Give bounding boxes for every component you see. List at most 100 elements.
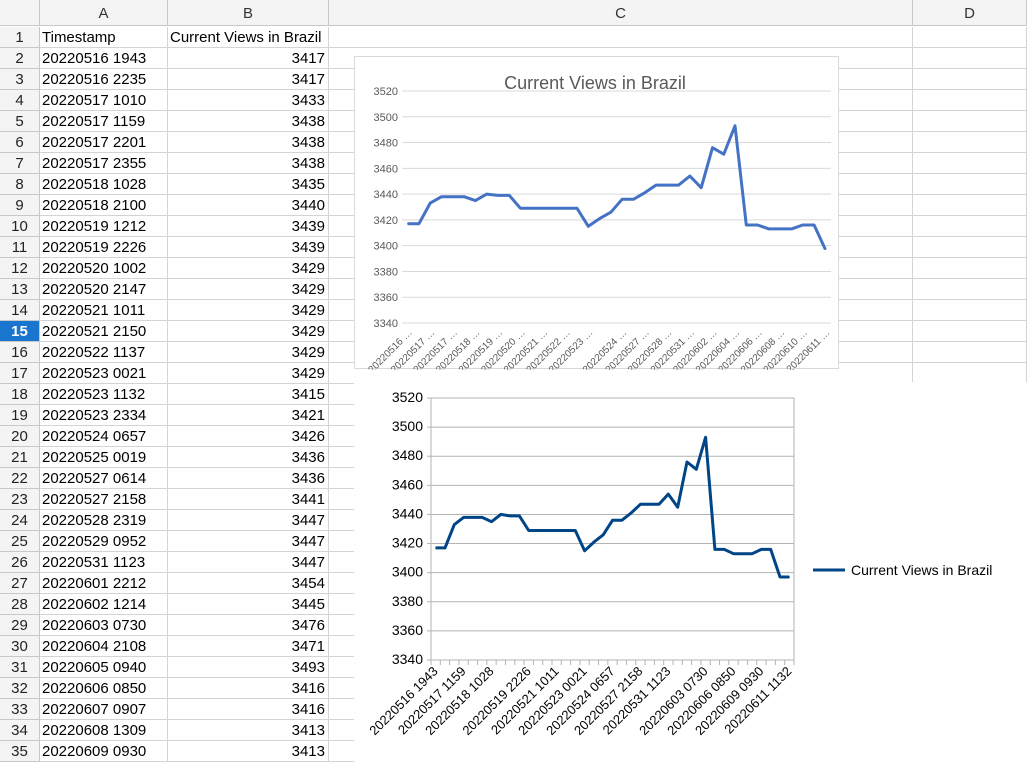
cell-b[interactable]: 3416 (168, 699, 329, 720)
cell-d[interactable] (913, 69, 1027, 90)
row-header[interactable]: 10 (0, 216, 40, 237)
cell-b[interactable]: 3435 (168, 174, 329, 195)
cell-a[interactable]: 20220516 1943 (40, 48, 168, 69)
cell-b[interactable]: 3493 (168, 657, 329, 678)
cell-a[interactable]: 20220521 1011 (40, 300, 168, 321)
row-header[interactable]: 16 (0, 342, 40, 363)
column-header-a[interactable]: A (40, 0, 168, 26)
row-header[interactable]: 32 (0, 678, 40, 699)
row-header[interactable]: 6 (0, 132, 40, 153)
cell-b[interactable]: 3440 (168, 195, 329, 216)
cell-d[interactable] (913, 132, 1027, 153)
cell-b[interactable]: 3439 (168, 237, 329, 258)
cell-a[interactable]: 20220516 2235 (40, 69, 168, 90)
cell-d[interactable] (913, 279, 1027, 300)
row-header[interactable]: 18 (0, 384, 40, 405)
cell-b[interactable]: 3447 (168, 531, 329, 552)
row-header[interactable]: 30 (0, 636, 40, 657)
cell-a[interactable]: 20220525 0019 (40, 447, 168, 468)
cell-d[interactable] (913, 321, 1027, 342)
row-header[interactable]: 28 (0, 594, 40, 615)
cell-d[interactable] (913, 216, 1027, 237)
cell-d[interactable] (913, 195, 1027, 216)
cell-d[interactable] (913, 363, 1027, 384)
cell-a[interactable]: 20220609 0930 (40, 741, 168, 762)
row-header[interactable]: 12 (0, 258, 40, 279)
cell-a[interactable]: 20220523 0021 (40, 363, 168, 384)
chart-bottom[interactable]: 3340 3360 3380 3400 3420 3440 3460 3480 3500 3520… (354, 382, 1027, 767)
row-header[interactable]: 15 (0, 321, 40, 342)
cell-a[interactable]: 20220520 2147 (40, 279, 168, 300)
row-header[interactable]: 33 (0, 699, 40, 720)
column-header-b[interactable]: B (168, 0, 329, 26)
row-header[interactable]: 29 (0, 615, 40, 636)
cell-a[interactable]: 20220520 1002 (40, 258, 168, 279)
cell-b[interactable]: 3436 (168, 447, 329, 468)
cell-a[interactable]: 20220602 1214 (40, 594, 168, 615)
cell-c[interactable] (329, 27, 913, 48)
cell-b[interactable]: 3429 (168, 363, 329, 384)
cell-d[interactable] (913, 27, 1027, 48)
cell-b[interactable]: Current Views in Brazil (168, 27, 329, 48)
cell-b[interactable]: 3436 (168, 468, 329, 489)
row-header[interactable]: 19 (0, 405, 40, 426)
cell-a[interactable]: 20220607 0907 (40, 699, 168, 720)
cell-b[interactable]: 3415 (168, 384, 329, 405)
row-header[interactable]: 2 (0, 48, 40, 69)
cell-b[interactable]: 3429 (168, 258, 329, 279)
cell-b[interactable]: 3438 (168, 132, 329, 153)
cell-a[interactable]: 20220527 0614 (40, 468, 168, 489)
cell-b[interactable]: 3429 (168, 300, 329, 321)
cell-b[interactable]: 3441 (168, 489, 329, 510)
cell-b[interactable]: 3426 (168, 426, 329, 447)
cell-a[interactable]: 20220517 2355 (40, 153, 168, 174)
cell-a[interactable]: 20220518 2100 (40, 195, 168, 216)
cell-b[interactable]: 3433 (168, 90, 329, 111)
row-header[interactable]: 21 (0, 447, 40, 468)
cell-a[interactable]: 20220524 0657 (40, 426, 168, 447)
cell-b[interactable]: 3445 (168, 594, 329, 615)
cell-a[interactable]: 20220521 2150 (40, 321, 168, 342)
cell-a[interactable]: 20220527 2158 (40, 489, 168, 510)
cell-d[interactable] (913, 153, 1027, 174)
cell-b[interactable]: 3447 (168, 552, 329, 573)
cell-b[interactable]: 3429 (168, 279, 329, 300)
cell-a[interactable]: 20220528 2319 (40, 510, 168, 531)
row-header[interactable]: 11 (0, 237, 40, 258)
row-header[interactable]: 5 (0, 111, 40, 132)
row-header[interactable]: 7 (0, 153, 40, 174)
cell-b[interactable]: 3413 (168, 741, 329, 762)
row-header[interactable]: 13 (0, 279, 40, 300)
cell-d[interactable] (913, 237, 1027, 258)
column-header-c[interactable]: C (329, 0, 913, 26)
row-header[interactable]: 34 (0, 720, 40, 741)
cell-b[interactable]: 3429 (168, 321, 329, 342)
cell-d[interactable] (913, 300, 1027, 321)
cell-b[interactable]: 3447 (168, 510, 329, 531)
cell-a[interactable]: 20220608 1309 (40, 720, 168, 741)
cell-d[interactable] (913, 111, 1027, 132)
cell-b[interactable]: 3417 (168, 48, 329, 69)
cell-a[interactable]: 20220517 1159 (40, 111, 168, 132)
cell-a[interactable]: 20220531 1123 (40, 552, 168, 573)
cell-a[interactable]: 20220606 0850 (40, 678, 168, 699)
cell-b[interactable]: 3416 (168, 678, 329, 699)
cell-a[interactable]: 20220523 2334 (40, 405, 168, 426)
column-header-d[interactable]: D (913, 0, 1027, 26)
row-header[interactable]: 4 (0, 90, 40, 111)
row-header[interactable]: 25 (0, 531, 40, 552)
cell-a[interactable]: 20220604 2108 (40, 636, 168, 657)
row-header[interactable]: 17 (0, 363, 40, 384)
cell-a[interactable]: 20220519 2226 (40, 237, 168, 258)
cell-a[interactable]: 20220605 0940 (40, 657, 168, 678)
cell-a[interactable]: 20220517 2201 (40, 132, 168, 153)
cell-b[interactable]: 3439 (168, 216, 329, 237)
cell-b[interactable]: 3429 (168, 342, 329, 363)
row-header[interactable]: 22 (0, 468, 40, 489)
cell-b[interactable]: 3438 (168, 153, 329, 174)
cell-a[interactable]: 20220601 2212 (40, 573, 168, 594)
row-header[interactable]: 14 (0, 300, 40, 321)
row-header[interactable]: 31 (0, 657, 40, 678)
cell-d[interactable] (913, 90, 1027, 111)
